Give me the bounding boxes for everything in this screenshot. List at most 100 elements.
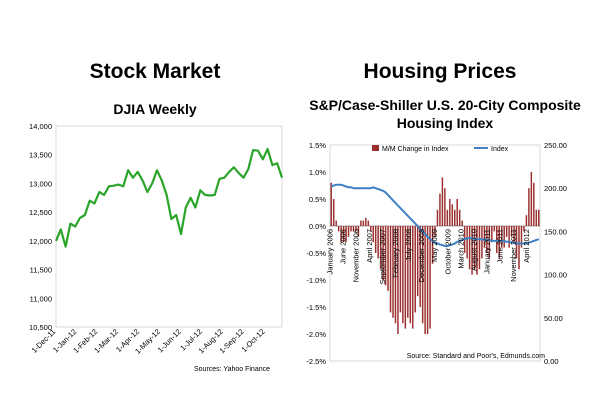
- stock-market-title: Stock Market: [89, 60, 221, 83]
- mm-change-bar: [387, 226, 389, 291]
- mm-change-bar: [434, 226, 436, 237]
- mm-change-bar: [431, 226, 434, 264]
- mm-change-bar: [496, 226, 498, 253]
- mm-change-bar: [466, 226, 468, 259]
- mm-change-bar: [535, 209, 538, 226]
- mm-change-bar: [528, 188, 530, 226]
- mm-change-bar: [384, 226, 387, 286]
- mm-change-bar: [456, 199, 458, 226]
- mm-change-bar: [515, 226, 518, 259]
- mm-change-bar: [468, 226, 471, 270]
- djia-plot-area: [55, 125, 283, 328]
- mm-change-bar: [402, 226, 404, 324]
- djia-y-tick-label: 10,500: [29, 323, 52, 332]
- mm-change-bar: [436, 209, 439, 226]
- housing-source-note: Source: Standard and Poor's, Edmunds.com: [407, 353, 545, 360]
- housing-left-tick-label: -0.5%: [306, 249, 326, 258]
- housing-left-tick-label: -1.5%: [306, 303, 326, 312]
- mm-change-bar: [439, 193, 441, 226]
- mm-change-bar: [407, 226, 409, 318]
- housing-x-tick-label: April 2007: [365, 229, 374, 263]
- housing-x-tick-label: August 2010: [470, 229, 479, 271]
- mm-change-bar: [473, 226, 476, 270]
- mm-change-bar: [392, 226, 394, 318]
- housing-right-tick-label: 0.00: [544, 357, 559, 366]
- housing-x-tick-label: November 2011: [509, 229, 518, 282]
- housing-x-tick-label: February 2008: [391, 229, 400, 278]
- mm-change-bar: [513, 226, 515, 243]
- mm-change-bar: [525, 215, 528, 226]
- mm-change-bar: [372, 226, 374, 243]
- mm-change-bar: [429, 226, 431, 329]
- mm-change-bar: [446, 209, 449, 226]
- mm-change-bar: [444, 188, 446, 226]
- mm-change-bar: [340, 226, 342, 243]
- mm-change-bar: [347, 226, 350, 237]
- mm-change-bar: [330, 182, 332, 226]
- mm-change-bar: [362, 220, 365, 226]
- mm-change-bar: [382, 226, 384, 280]
- mm-change-bar: [367, 220, 370, 226]
- housing-x-tick-label: April 2012: [522, 229, 531, 263]
- housing-x-tick-label: November 2006: [352, 229, 361, 282]
- mm-change-bar: [345, 226, 347, 243]
- housing-left-tick-label: 0.5%: [309, 195, 326, 204]
- index-line: [330, 183, 540, 248]
- housing-x-tick-label: December 2008: [417, 229, 426, 282]
- housing-left-tick-label: 1.5%: [309, 141, 326, 150]
- housing-x-tick-label: October 2009: [443, 229, 452, 274]
- djia-y-tick-label: 13,500: [29, 151, 52, 160]
- mm-change-bar: [365, 217, 367, 226]
- housing-left-tick-label: -2.5%: [306, 357, 326, 366]
- mm-change-bar: [335, 220, 337, 226]
- mm-change-bar: [399, 226, 402, 313]
- housing-x-tick-label: September 2007: [378, 229, 387, 284]
- mm-change-bar: [377, 226, 379, 259]
- djia-y-tick-label: 12,000: [29, 237, 52, 246]
- mm-change-bar: [404, 226, 407, 329]
- mm-change-bar: [449, 199, 451, 226]
- mm-change-bar: [461, 220, 463, 226]
- mm-change-bar: [538, 209, 540, 226]
- mm-change-bar: [458, 209, 461, 226]
- mm-change-bar: [491, 226, 493, 243]
- mm-change-bar: [454, 209, 456, 226]
- mm-change-bar: [414, 226, 416, 313]
- mm-change-bar: [332, 199, 335, 226]
- housing-x-tick-label: June 2006: [339, 229, 348, 264]
- housing-left-tick-label: 1.0%: [309, 168, 326, 177]
- mm-change-bar: [451, 204, 454, 226]
- housing-right-tick-label: 150.00: [544, 227, 567, 236]
- mm-change-bar: [481, 226, 483, 259]
- mm-change-bar: [510, 226, 513, 237]
- housing-left-tick-label: -1.0%: [306, 276, 326, 285]
- mm-change-bar: [360, 220, 362, 226]
- housing-x-tick-label: May 2009: [430, 229, 439, 262]
- case-shiller-chart-title: S&P/Case-Shiller U.S. 20-City Composite …: [309, 97, 581, 131]
- housing-plot-area: [329, 144, 541, 362]
- mm-change-bar: [471, 226, 473, 275]
- mm-change-bar: [483, 226, 486, 248]
- mm-change-bar: [350, 226, 352, 232]
- housing-x-tick-label: June 2011: [496, 229, 505, 263]
- mm-change-bar: [357, 226, 360, 237]
- mm-change-bar: [530, 172, 533, 226]
- djia-y-tick-label: 12,500: [29, 208, 52, 217]
- housing-prices-title: Housing Prices: [363, 60, 517, 83]
- mm-change-bar: [421, 226, 424, 324]
- housing-left-tick-label: -2.0%: [306, 330, 326, 339]
- mm-change-bar: [493, 226, 496, 232]
- mm-change-bar: [488, 226, 491, 259]
- mm-change-bar: [500, 226, 503, 248]
- housing-right-tick-label: 50.00: [544, 314, 563, 323]
- mm-change-bar: [518, 226, 520, 270]
- mm-change-bar: [374, 226, 377, 253]
- mm-change-bar: [397, 226, 399, 334]
- djia-y-tick-label: 13,000: [29, 179, 52, 188]
- housing-x-tick-label: July 2008: [404, 229, 413, 261]
- legend-label-index: Index: [491, 146, 509, 153]
- mm-change-bar: [409, 226, 412, 324]
- djia-chart-title: DJIA Weekly: [113, 101, 197, 117]
- housing-x-tick-label: March 2010: [456, 229, 465, 269]
